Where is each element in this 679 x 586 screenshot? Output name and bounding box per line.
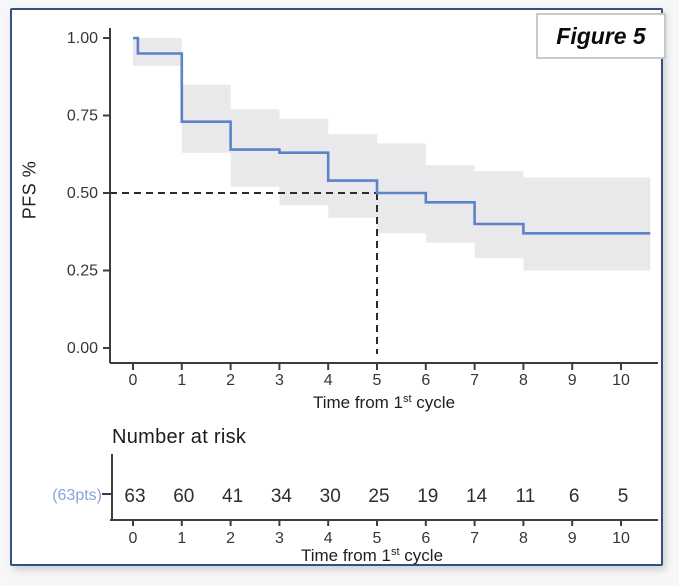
figure-frame [10, 8, 663, 566]
x-tick-label: 1 [177, 372, 186, 389]
risk-count: 5 [618, 486, 629, 507]
x-tick-label: 9 [568, 372, 577, 389]
risk-count: 30 [320, 486, 341, 507]
risk-count: 25 [368, 486, 389, 507]
x-tick-label: 5 [373, 372, 382, 389]
y-tick-label: 1.00 [67, 30, 98, 47]
risk-x-tick-label: 8 [519, 530, 528, 547]
x-tick-label: 7 [470, 372, 479, 389]
risk-x-tick-label: 10 [612, 530, 630, 547]
km-curve [133, 36, 651, 235]
risk-x-tick-label: 3 [275, 530, 284, 547]
x-tick-label: 6 [421, 372, 430, 389]
risk-x-tick-label: 4 [324, 530, 333, 547]
risk-x-tick-label: 5 [373, 530, 382, 547]
figure-label-box: Figure 5 [536, 13, 666, 59]
y-tick-label: 0.50 [67, 185, 98, 202]
risk-x-tick-label: 9 [568, 530, 577, 547]
x-axis-title: Time from 1st cycle [313, 393, 455, 412]
risk-count: 34 [271, 486, 293, 507]
x-tick-label: 4 [324, 372, 333, 389]
y-tick-label: 0.00 [67, 340, 98, 357]
x-tick-label: 8 [519, 372, 528, 389]
risk-count: 11 [516, 486, 536, 507]
risk-x-tick-label: 6 [421, 530, 430, 547]
x-tick-label: 0 [129, 372, 138, 389]
confidence-band [133, 38, 651, 271]
x-tick-label: 10 [612, 372, 630, 389]
y-tick-label: 0.75 [67, 108, 98, 125]
risk-x-tick-label: 2 [226, 530, 235, 547]
figure-label: Figure 5 [556, 22, 646, 49]
risk-count: 19 [417, 486, 438, 507]
risk-x-axis-title: Time from 1st cycle [301, 546, 443, 565]
x-tick-label: 3 [275, 372, 284, 389]
risk-count: 6 [569, 486, 580, 507]
risk-x-tick-label: 0 [129, 530, 138, 547]
risk-group-label: (63pts) [52, 487, 102, 504]
risk-count: 63 [124, 486, 145, 507]
x-tick-label: 2 [226, 372, 235, 389]
risk-count: 41 [222, 486, 243, 507]
risk-count: 14 [466, 486, 488, 507]
risk-x-tick-label: 1 [177, 530, 186, 547]
y-tick-label: 0.25 [67, 263, 98, 280]
risk-count: 60 [173, 486, 194, 507]
risk-x-tick-label: 7 [470, 530, 479, 547]
risk-table-heading: Number at risk [112, 426, 247, 448]
